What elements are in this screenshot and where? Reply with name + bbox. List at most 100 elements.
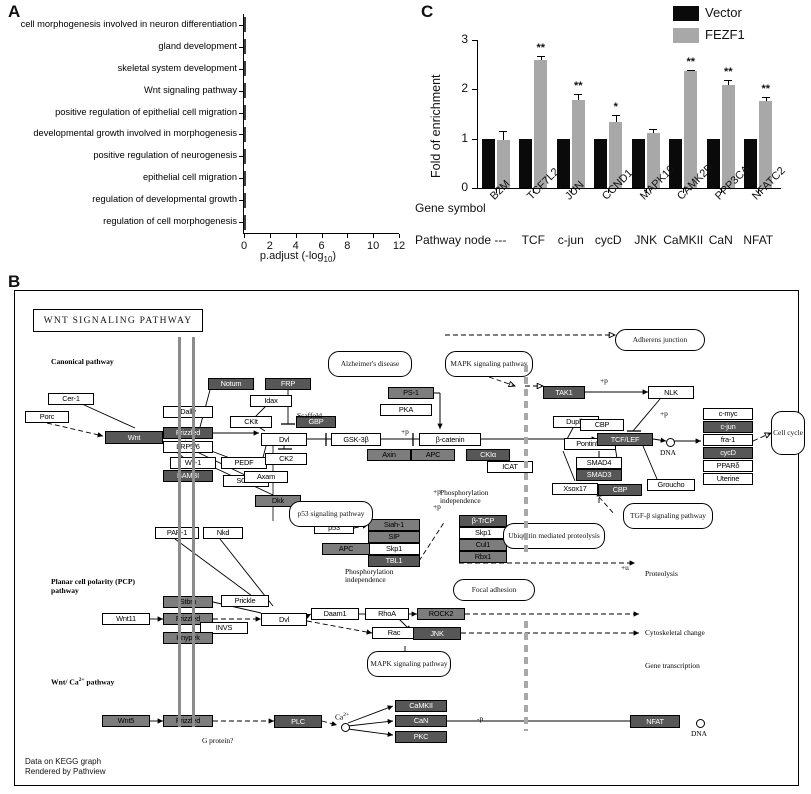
pathway-node-dkk: Dkk bbox=[255, 495, 301, 507]
annotation-u-up: +u bbox=[621, 563, 629, 572]
pathway-node-plc: PLC bbox=[274, 715, 322, 728]
pathway-node-wnt: Wnt bbox=[105, 431, 163, 444]
pathway-ref-focal-adhesion: Focal adhesion bbox=[453, 579, 535, 601]
pathway-node-ck2: CK2 bbox=[265, 453, 307, 465]
pathway-node-gsk3b: GSK-3β bbox=[331, 433, 381, 446]
bar-vector bbox=[669, 138, 683, 188]
pathway-node-skp1-a: Skp1 bbox=[368, 543, 420, 555]
y-tick-mark bbox=[239, 200, 243, 202]
bar-category-label: epithelial cell migration bbox=[142, 172, 237, 183]
pathway-node-smad4: SMAD4 bbox=[576, 457, 622, 469]
pathway-edge bbox=[752, 433, 771, 442]
x-tick-mark bbox=[321, 234, 323, 238]
panel-c-x-axis bbox=[477, 188, 781, 190]
x-tick-mark bbox=[645, 189, 647, 193]
pathway-node-pka: PKA bbox=[380, 404, 432, 416]
dna-circle-1 bbox=[666, 438, 675, 447]
y-tick-mark bbox=[472, 188, 477, 189]
pathway-node-rhoa: RhoA bbox=[365, 608, 409, 620]
x-tick-mark bbox=[399, 234, 400, 238]
bar-item bbox=[244, 105, 374, 121]
pathway-node-daam1: Daam1 bbox=[311, 608, 359, 620]
nuclear-membrane bbox=[524, 365, 528, 555]
bar-item bbox=[244, 170, 357, 186]
bar-category-label: positive regulation of epithelial cell m… bbox=[55, 106, 237, 117]
x-tick-mark bbox=[373, 234, 375, 238]
pathway-edge bbox=[194, 450, 246, 476]
annotation-dna-2: DNA bbox=[691, 729, 708, 738]
y-tick-mark bbox=[472, 40, 477, 41]
y-tick-mark bbox=[472, 138, 477, 140]
pathway-node-dvl1: Dvl bbox=[261, 433, 307, 446]
pathway-credit: Data on KEGG graph Rendered by Pathview bbox=[25, 757, 106, 776]
x-tick-mark bbox=[347, 234, 349, 238]
bar-category-label: developmental growth involved in morphog… bbox=[33, 128, 237, 139]
y-tick-mark bbox=[239, 178, 243, 180]
x-tick-label: 0 bbox=[240, 240, 248, 252]
pathway-node-label: NFAT bbox=[743, 233, 774, 247]
panel-a-x-axis bbox=[243, 233, 399, 235]
x-tick-mark bbox=[244, 234, 245, 238]
pathway-node-label: c-jun bbox=[557, 233, 584, 247]
y-tick-label: 0 bbox=[461, 180, 468, 194]
pathway-node-cul1: Cul1 bbox=[459, 539, 507, 551]
pathway-edge bbox=[321, 720, 338, 727]
pathway-node-ckia: CKIα bbox=[466, 449, 510, 461]
panel-a-plot: cell morphogenesis involved in neuron di… bbox=[21, 14, 405, 252]
pathway-node-dally: Dally bbox=[163, 406, 213, 418]
significance-marker: ** bbox=[573, 79, 583, 92]
pathway-node-axam: Axam bbox=[244, 471, 288, 483]
error-bar bbox=[503, 131, 505, 141]
y-tick-label: 1 bbox=[461, 130, 468, 145]
pathway-node-pedf: PEDF bbox=[221, 457, 267, 469]
bar-item bbox=[244, 17, 398, 33]
bar bbox=[244, 83, 246, 99]
pathway-node-lrp56: LRP5/6 bbox=[163, 441, 213, 453]
pathway-node-rock2: ROCK2 bbox=[417, 608, 465, 620]
x-tick-mark bbox=[758, 189, 760, 193]
bar-category-label: regulation of developmental growth bbox=[92, 194, 237, 205]
y-tick-mark bbox=[239, 112, 243, 114]
bar-vector bbox=[481, 138, 495, 188]
annotation-p-up-2: +p bbox=[660, 409, 668, 418]
pathway-node-frizzled1: Frizzled bbox=[163, 427, 213, 439]
annotation-calcium-ion: Ca2+ bbox=[335, 712, 350, 722]
pathway-node-bambi: BAMBI bbox=[163, 470, 213, 482]
annotation-p-up-3: +p bbox=[401, 427, 409, 436]
x-tick-mark bbox=[570, 189, 572, 193]
pathway-edge bbox=[347, 718, 394, 727]
pathway-node-stbm: Stbm bbox=[163, 596, 213, 608]
pathway-node-bcatenin: β-catenin bbox=[419, 433, 481, 446]
bar-vector bbox=[744, 138, 758, 188]
dna-circle-2 bbox=[696, 719, 705, 728]
bar-item bbox=[244, 83, 374, 99]
legend-label-fezf1: FEZF1 bbox=[705, 27, 745, 42]
kegg-pathway-canvas: WNT SIGNALING PATHWAY Notum FRP Cer-1 Porc W… bbox=[14, 290, 805, 786]
pathway-edge bbox=[642, 445, 658, 480]
bar bbox=[244, 61, 246, 77]
pathway-node-wnt11: Wnt11 bbox=[102, 613, 150, 625]
bar bbox=[244, 126, 246, 142]
pathway-edge bbox=[46, 422, 104, 438]
y-tick-mark bbox=[239, 134, 243, 136]
pathway-ref-ubiquitin-proteolysis: Ubiquitin mediated proteolysis bbox=[503, 523, 605, 549]
error-bar-cap bbox=[724, 79, 733, 81]
pathway-node-rbx1: Rbx1 bbox=[459, 551, 507, 563]
pathway-node-icat: ICAT bbox=[487, 461, 533, 473]
pathway-edge bbox=[632, 398, 661, 432]
bar-item bbox=[244, 192, 356, 208]
significance-marker: ** bbox=[723, 65, 733, 78]
pathway-node-cmyc: c-myc bbox=[703, 408, 753, 420]
pathway-node-porc: Porc bbox=[25, 411, 69, 423]
bar bbox=[244, 192, 246, 208]
pathway-node-jnk: JNK bbox=[413, 627, 461, 640]
y-tick-mark bbox=[239, 24, 243, 26]
annotation-scaffold: Scaffold bbox=[297, 411, 322, 420]
pathway-node-cbp-top: CBP bbox=[580, 419, 624, 431]
x-tick-label: 6 bbox=[318, 240, 325, 252]
bar bbox=[244, 105, 246, 121]
pathway-node-groucho: Groucho bbox=[647, 479, 695, 491]
bar-item bbox=[244, 61, 396, 77]
pathway-node-dvl2: Dvl bbox=[261, 613, 307, 626]
significance-marker: ** bbox=[686, 56, 696, 69]
